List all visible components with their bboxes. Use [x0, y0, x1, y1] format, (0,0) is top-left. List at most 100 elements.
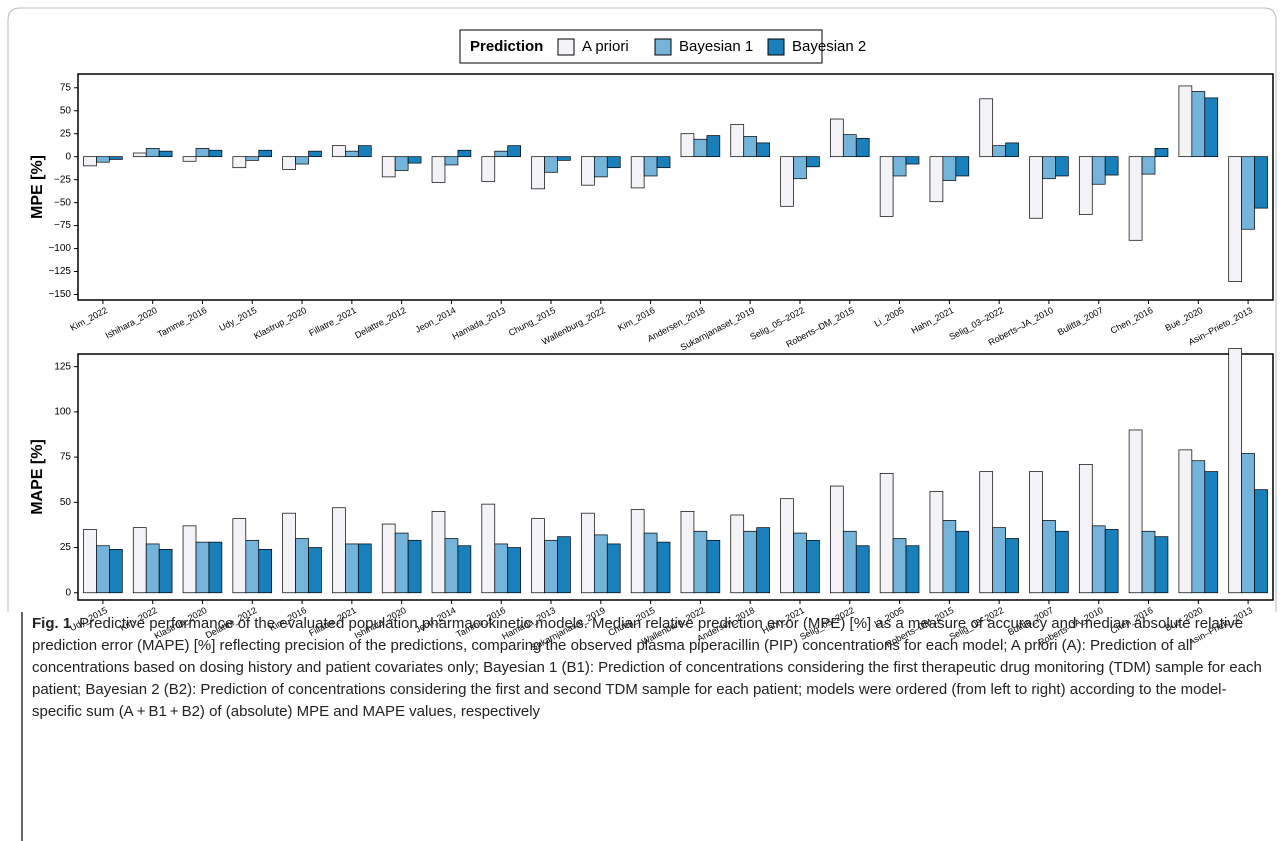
bar: [1078, 463, 1093, 594]
bar: [381, 523, 396, 594]
plot-frame: [77, 73, 1274, 301]
bar: [905, 545, 920, 594]
x-tick-label: Hahn_2021: [910, 305, 956, 336]
x-tick-label: Udy_2015: [217, 305, 258, 333]
bar: [282, 156, 296, 170]
bar: [743, 136, 758, 158]
bar: [830, 485, 844, 594]
bar: [581, 512, 595, 594]
frame: [7, 7, 1277, 612]
x-tick-label: Chen_2016: [1109, 305, 1155, 336]
y-tick-label: −25: [54, 174, 71, 185]
bar: [1029, 471, 1043, 594]
bar: [706, 539, 721, 594]
legend-label: Bayesian 2: [792, 38, 866, 55]
x-tick-label: Tamme_2016: [156, 305, 209, 339]
bar: [630, 509, 645, 594]
y-tick-label: 25: [60, 128, 72, 139]
bar: [381, 156, 396, 178]
x-tick-label: Hamada_2013: [450, 305, 507, 342]
bar: [581, 156, 595, 186]
bar: [245, 539, 260, 594]
bar: [593, 156, 608, 178]
bar: [109, 549, 123, 594]
bar: [145, 543, 160, 594]
bar: [145, 148, 160, 158]
legend-title: Prediction: [470, 38, 543, 55]
bar: [780, 156, 794, 207]
legend-label: A priori: [582, 38, 629, 55]
x-tick-label: Ishihara_2020: [104, 305, 159, 341]
bar: [1241, 453, 1255, 594]
y-tick-label: 125: [54, 361, 71, 372]
x-tick-label: Klastrup_2020: [252, 305, 308, 341]
bar: [308, 547, 322, 594]
y-tick-label: −50: [54, 197, 71, 208]
bar: [1128, 156, 1143, 241]
y-axis-title: MAPE [%]: [29, 439, 46, 515]
bar: [879, 473, 894, 594]
bar: [693, 530, 708, 594]
bar: [557, 536, 571, 594]
bar: [208, 149, 223, 158]
plot-frame: [77, 353, 1274, 601]
y-tick-label: −100: [48, 243, 71, 254]
bar: [1104, 529, 1119, 594]
bar: [1055, 530, 1069, 594]
y-tick-label: 100: [54, 407, 71, 418]
x-tick-label: Bulitta_2007: [1056, 305, 1105, 337]
bar: [345, 150, 359, 158]
bar: [756, 527, 770, 594]
bar: [258, 549, 273, 594]
bar: [979, 98, 994, 158]
y-tick-label: 75: [60, 452, 72, 463]
bar: [806, 539, 820, 594]
bar: [1128, 429, 1143, 594]
bar: [494, 543, 509, 594]
bar: [1091, 525, 1106, 594]
bar: [182, 525, 197, 594]
legend-swatch: [767, 38, 785, 56]
caption: Fig. 1 Predictive performance of the eval…: [32, 613, 1262, 723]
bar: [606, 156, 621, 169]
bar: [1241, 156, 1255, 230]
bar: [345, 543, 359, 594]
bar: [357, 543, 372, 594]
bar: [1055, 156, 1069, 177]
bar: [680, 133, 695, 158]
y-tick-label: −150: [48, 289, 71, 300]
bar: [232, 156, 247, 169]
bar: [282, 512, 296, 594]
bar: [258, 149, 273, 158]
bar: [431, 156, 446, 183]
x-tick-label: Bue_2020: [1163, 305, 1204, 333]
y-tick-label: 50: [60, 105, 72, 116]
bar: [1254, 156, 1268, 209]
bar: [481, 156, 496, 182]
bar: [1154, 536, 1169, 594]
bar: [407, 539, 422, 594]
bar: [96, 545, 110, 594]
bar: [1154, 148, 1169, 158]
legend-label: Bayesian 1: [679, 38, 753, 55]
bar: [842, 134, 857, 158]
bar: [855, 137, 870, 158]
legend-swatch: [654, 38, 672, 56]
bar: [929, 491, 944, 594]
bar: [457, 545, 472, 594]
bar: [879, 156, 894, 217]
y-tick-label: 50: [60, 497, 72, 508]
x-tick-label: Fillatre_2021: [307, 305, 358, 338]
bar: [444, 156, 459, 166]
y-tick-label: 0: [65, 151, 71, 162]
bar: [1005, 142, 1019, 158]
x-tick-label: Jeon_2014: [413, 305, 457, 335]
bar: [1204, 97, 1219, 158]
bar: [195, 148, 210, 158]
bar: [1042, 520, 1056, 594]
bar: [208, 541, 223, 594]
bar: [1141, 156, 1156, 175]
bar: [1228, 156, 1242, 282]
bar: [332, 507, 346, 594]
bar: [593, 534, 608, 594]
